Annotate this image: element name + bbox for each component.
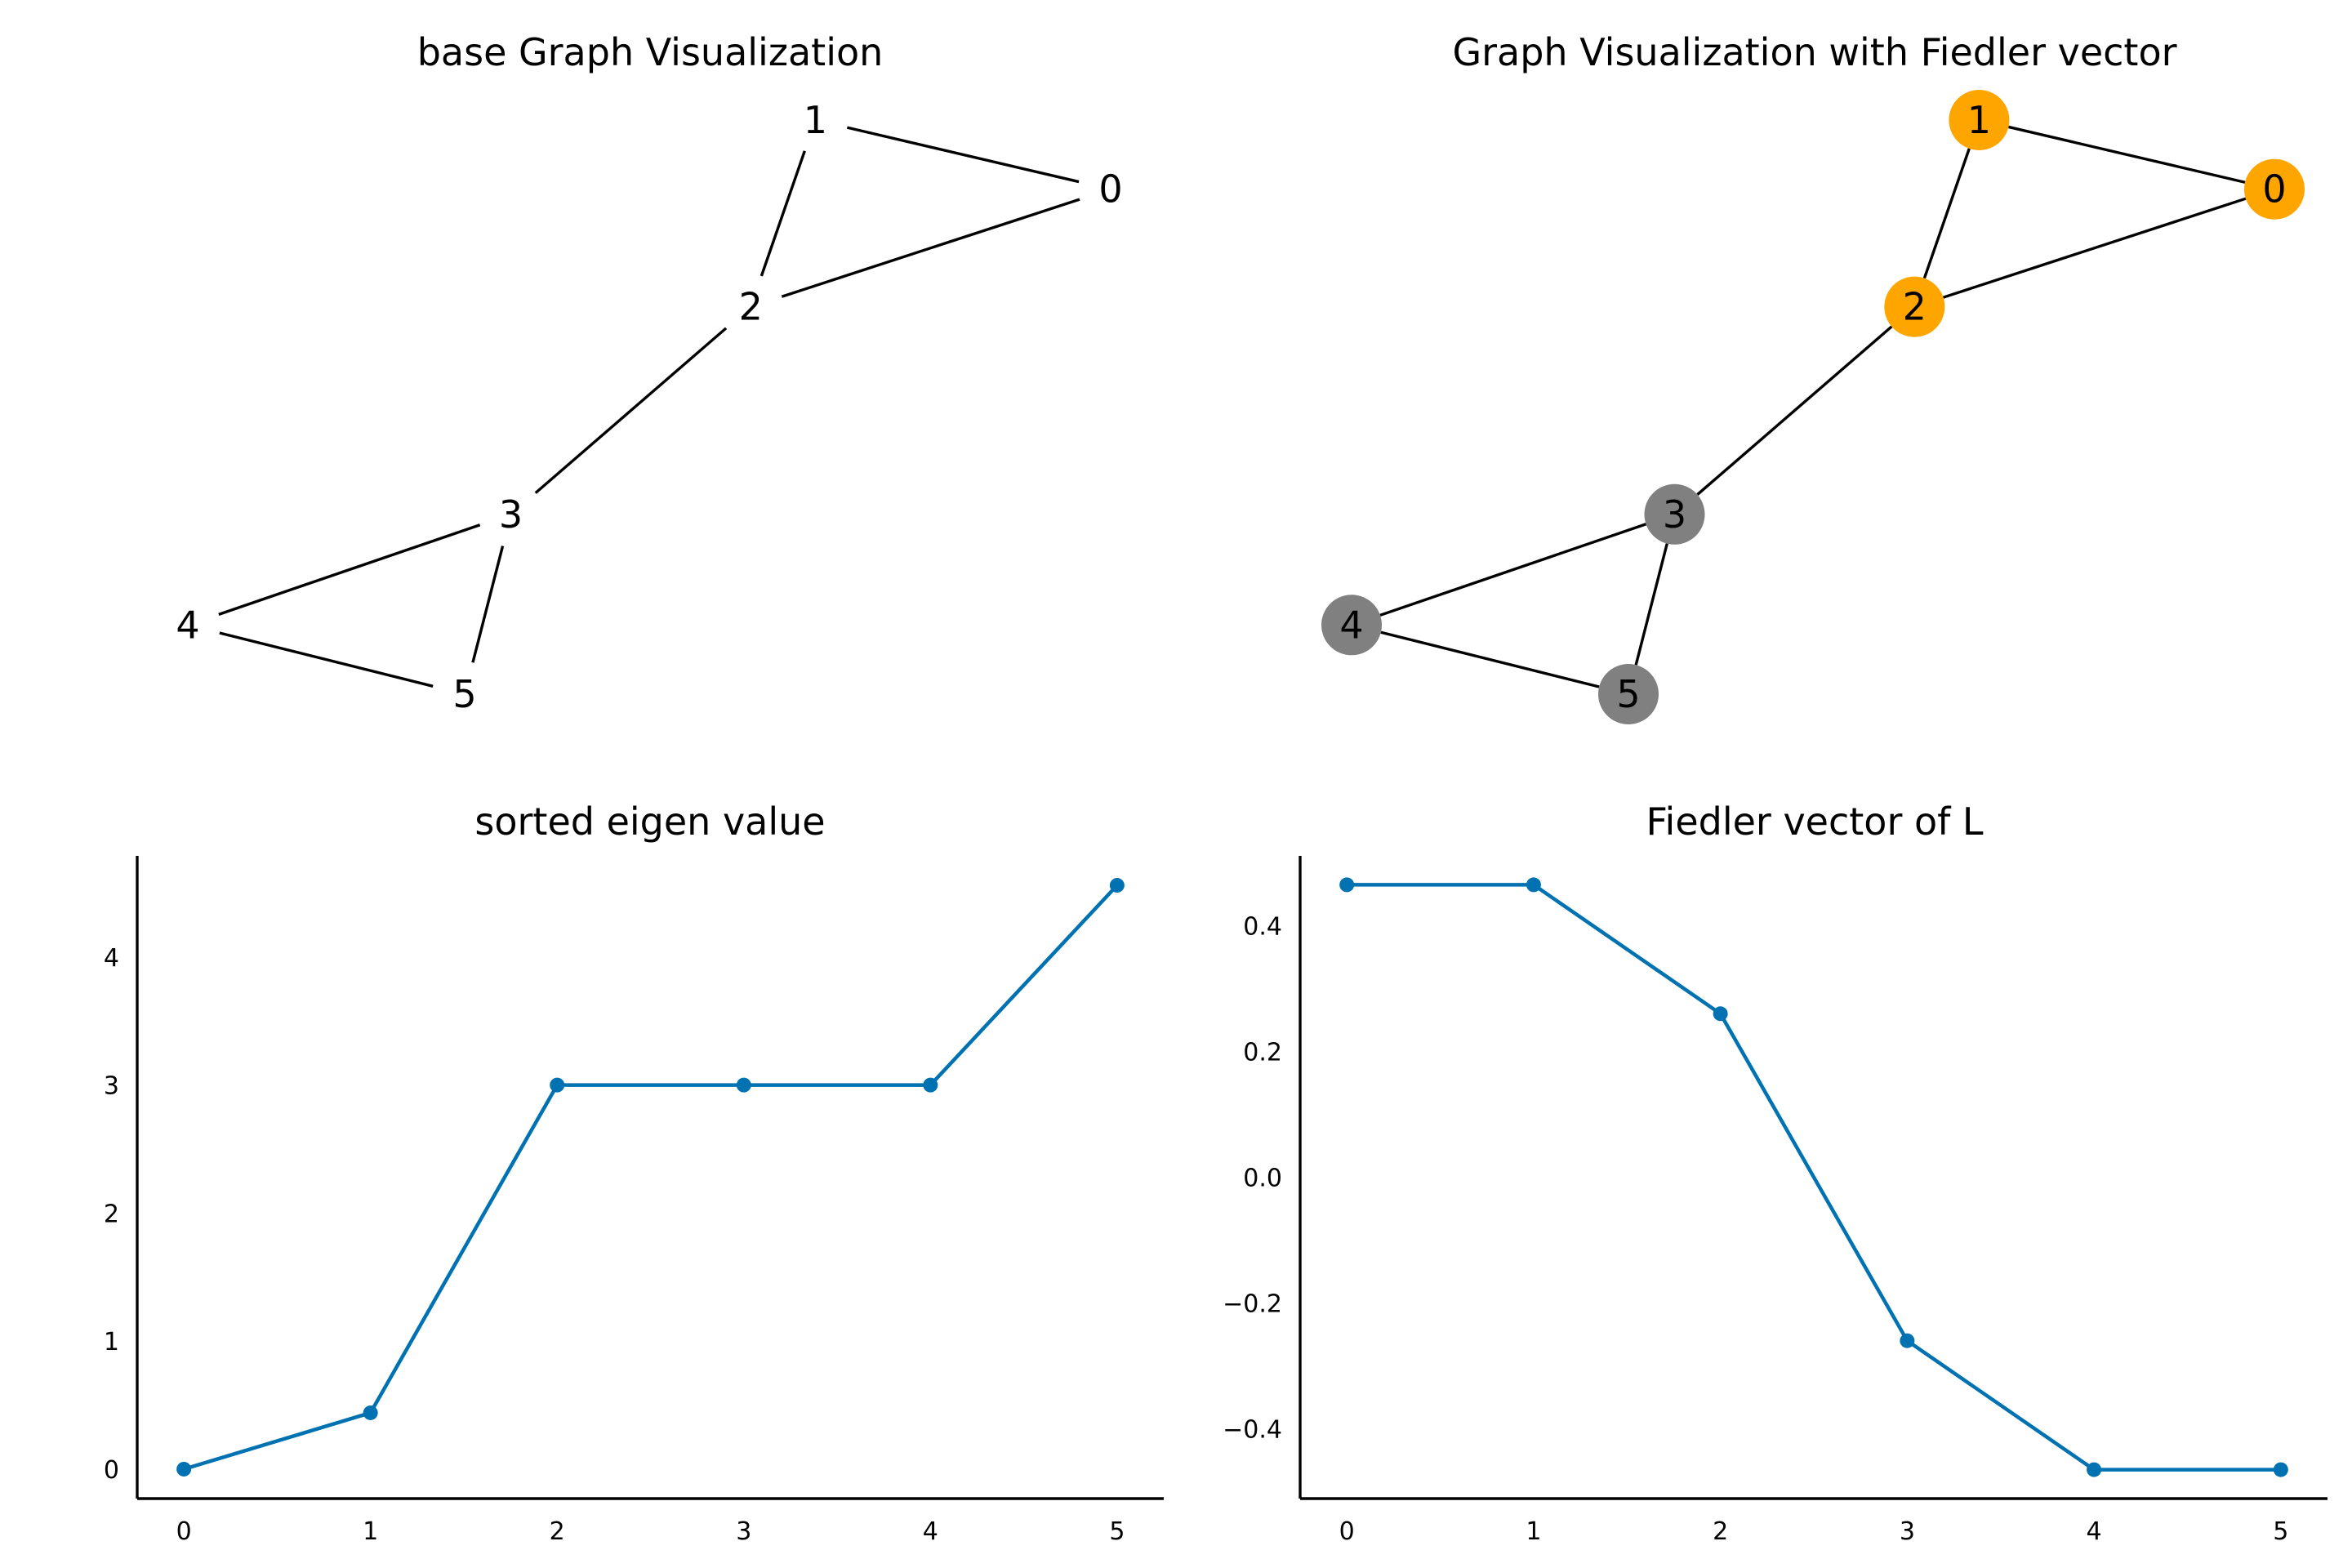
- data-point: [736, 1077, 751, 1093]
- data-point: [550, 1077, 565, 1093]
- y-tick-label: 4: [104, 944, 119, 973]
- graph-node: [1598, 664, 1659, 724]
- graph-edge: [1380, 630, 1600, 688]
- graph-node: [1644, 483, 1705, 545]
- node-label: 3: [1663, 492, 1686, 537]
- node-label: 2: [739, 285, 763, 329]
- graph-edge: [1922, 148, 1971, 279]
- graph-node: [2244, 158, 2305, 220]
- series-line: [1347, 883, 2281, 1472]
- x-tick-label: 3: [1900, 1517, 1915, 1546]
- data-point: [1339, 877, 1355, 893]
- x-tick-label: 1: [363, 1517, 378, 1546]
- graph-node: [1884, 276, 1945, 337]
- x-tick-label: 2: [1713, 1517, 1728, 1546]
- panel-title: Graph Visualization with Fiedler vector: [1452, 30, 2176, 74]
- x-tick-label: 3: [736, 1517, 751, 1546]
- panel-eigenvalues: sorted eigen value 0 1 2 3 4 5 0 1 2 3 4: [104, 800, 1164, 1546]
- node-label: 1: [1967, 98, 1991, 142]
- graph-edge: [471, 546, 505, 663]
- node-label: 4: [176, 603, 199, 647]
- graph-edge: [1942, 197, 2247, 299]
- x-tick-label: 0: [176, 1517, 192, 1546]
- node-label: 2: [1903, 285, 1927, 329]
- node-label: 5: [452, 672, 476, 716]
- graph-edge: [2008, 125, 2246, 184]
- x-tick-label: 1: [1526, 1517, 1541, 1546]
- graph-edge: [1696, 325, 1893, 496]
- data-point: [363, 1405, 378, 1420]
- graph-node: [1949, 90, 2010, 150]
- data-point: [2087, 1462, 2102, 1477]
- node-label: 3: [499, 492, 523, 537]
- y-tick-label: −0.2: [1223, 1290, 1282, 1319]
- graph-edge: [1379, 523, 1647, 617]
- y-tick-label: −0.4: [1223, 1416, 1282, 1445]
- y-tick-label: 0.2: [1243, 1038, 1282, 1067]
- data-point: [1526, 877, 1541, 893]
- data-point: [1900, 1333, 1915, 1348]
- graph-edge: [218, 523, 481, 616]
- node-label: 0: [2262, 167, 2286, 212]
- y-tick-label: 0: [104, 1456, 119, 1485]
- graph-edge: [534, 327, 728, 494]
- node-label: 5: [1616, 672, 1640, 716]
- data-point: [923, 1077, 938, 1093]
- x-tick-label: 0: [1339, 1517, 1355, 1546]
- x-tick-label: 4: [2087, 1517, 2102, 1546]
- line-plot: 0 1 2 3 4 5 0 1 2 3 4: [104, 856, 1164, 1546]
- graph-edge: [846, 126, 1080, 184]
- y-tick-label: 3: [104, 1072, 119, 1101]
- data-point: [1109, 878, 1125, 893]
- data-point: [2273, 1462, 2288, 1477]
- network-plot: 0 1 2 3 4 5: [176, 98, 1122, 716]
- network-plot: 0 1 2 3 4 5: [1321, 90, 2305, 724]
- series-line: [183, 884, 1119, 1472]
- graph-edge: [1634, 543, 1668, 666]
- y-tick-label: 1: [104, 1328, 119, 1356]
- y-tick-label: 2: [104, 1200, 119, 1228]
- graph-edge: [219, 631, 434, 688]
- graph-node: [1321, 595, 1382, 656]
- node-label: 1: [804, 98, 827, 142]
- panel-base-graph: base Graph Visualization 0 1 2 3 4 5: [176, 30, 1122, 716]
- line-plot: 0 1 2 3 4 5 0.4 0.2 0.0 −0.2 −0.4: [1223, 856, 2328, 1546]
- data-point: [1713, 1006, 1728, 1022]
- graph-edge: [760, 150, 806, 277]
- y-tick-label: 0.4: [1243, 912, 1282, 941]
- panel-title: sorted eigen value: [474, 800, 825, 844]
- graph-edge: [781, 198, 1080, 298]
- node-label: 4: [1339, 603, 1363, 647]
- data-point: [176, 1461, 192, 1477]
- panel-fiedler-graph: Graph Visualization with Fiedler vector …: [1321, 30, 2305, 724]
- panel-title: base Graph Visualization: [417, 30, 884, 74]
- x-tick-label: 5: [2273, 1517, 2288, 1546]
- x-tick-label: 4: [923, 1517, 938, 1546]
- panel-title: Fiedler vector of L: [1646, 800, 1983, 844]
- panel-fiedler-vector: Fiedler vector of L 0 1 2 3 4 5 0.4 0.2 0.0 −0.2 −…: [1223, 800, 2328, 1546]
- y-tick-label: 0.0: [1243, 1165, 1282, 1193]
- x-tick-label: 5: [1109, 1517, 1125, 1546]
- node-label: 0: [1098, 167, 1122, 212]
- x-tick-label: 2: [550, 1517, 565, 1546]
